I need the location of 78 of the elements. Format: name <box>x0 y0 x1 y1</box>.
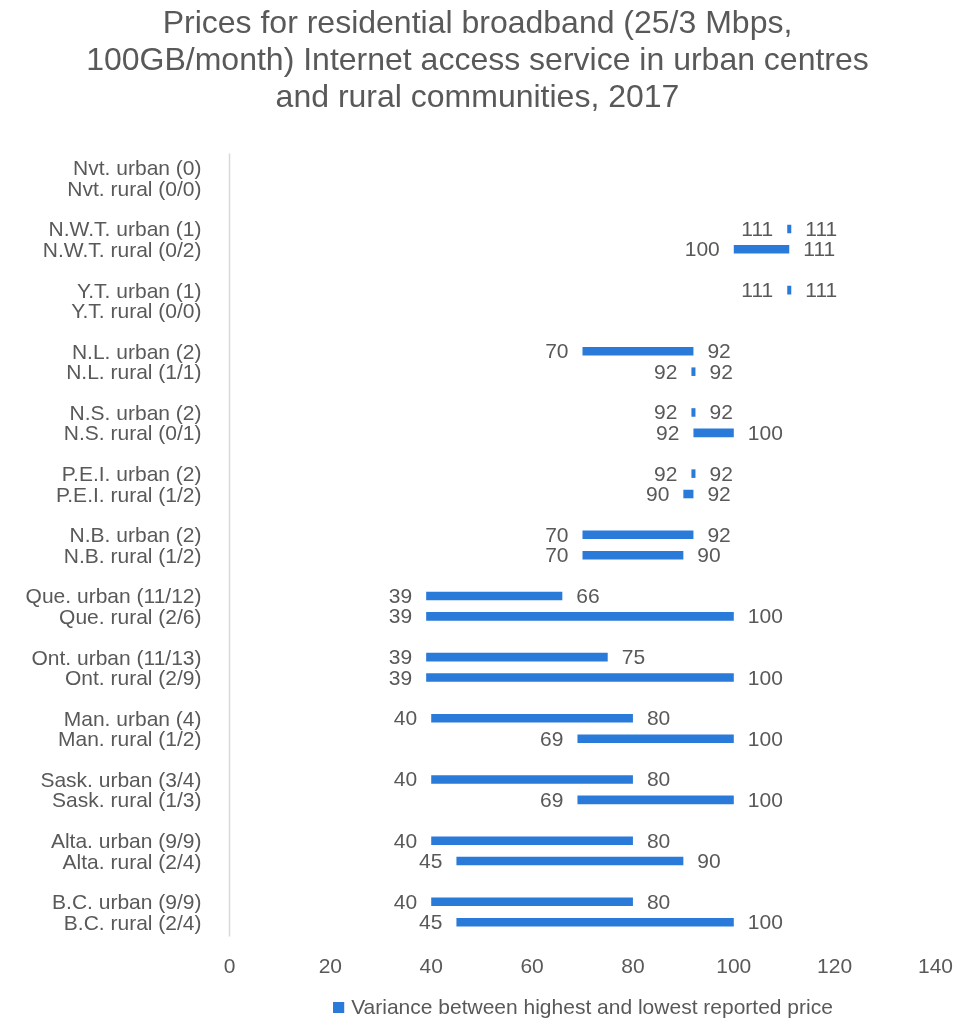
bar <box>693 428 734 438</box>
annotation: 90 <box>697 849 721 873</box>
bar <box>691 408 696 417</box>
bar <box>683 489 694 499</box>
annotation: 92 <box>654 359 678 383</box>
bar <box>733 245 790 254</box>
annotation: 100 <box>747 787 783 811</box>
annotation: 39 <box>388 583 413 607</box>
bar <box>691 469 696 478</box>
annotation: 40 <box>393 828 418 852</box>
legend-label: Variance between highest and lowest reported price <box>351 995 833 1019</box>
annotation: 90 <box>646 482 670 506</box>
bar <box>577 795 734 805</box>
annotation: 66 <box>576 583 600 607</box>
annotation: 92 <box>707 522 731 546</box>
bar <box>582 550 684 560</box>
annotation: 69 <box>540 726 564 750</box>
y-tick-label: Que. urban (11/12) <box>25 584 202 608</box>
annotation: 70 <box>545 522 569 546</box>
annotation: 45 <box>419 910 443 934</box>
annotation: 111 <box>741 216 774 240</box>
x-tick-label: 120 <box>817 953 853 977</box>
x-tick-label: 60 <box>520 953 544 977</box>
bar <box>787 285 792 295</box>
bar <box>431 714 633 723</box>
x-tick-label: 20 <box>318 953 343 977</box>
bar <box>456 856 684 866</box>
annotation: 111 <box>741 278 774 302</box>
annotation: 92 <box>709 461 733 485</box>
annotation: 100 <box>684 237 720 261</box>
bar <box>582 347 694 356</box>
bar <box>431 775 633 784</box>
bar <box>456 917 734 927</box>
annotation: 100 <box>747 665 783 689</box>
bar <box>426 673 734 682</box>
annotation: 75 <box>621 645 646 669</box>
bar <box>691 367 696 376</box>
annotation: 70 <box>545 339 569 363</box>
annotation: 40 <box>393 706 418 730</box>
annotation: 92 <box>709 400 733 424</box>
y-tick-label: Sask. urban (3/4) <box>40 767 202 791</box>
annotation: 92 <box>707 482 731 506</box>
annotation: 80 <box>646 767 671 791</box>
annotation: 100 <box>747 420 783 444</box>
bar <box>431 836 633 845</box>
bar <box>577 734 734 743</box>
annotation: 80 <box>646 706 671 730</box>
bar <box>582 530 694 540</box>
y-tick-label: Alta. urban (9/9) <box>50 829 202 853</box>
y-tick-label: Ont. urban (11/13) <box>31 645 202 669</box>
bar <box>426 612 734 621</box>
annotation: 111 <box>803 237 836 261</box>
annotation: 100 <box>747 726 783 750</box>
annotation: 45 <box>419 849 443 873</box>
annotation: 111 <box>805 278 838 302</box>
chart-title: Prices for residential broadband (25/3 Mbps, 100GB/month) Internet access service in urban centres and rural communities, 2017 <box>85 4 870 115</box>
annotation: 100 <box>747 910 783 934</box>
annotation: 80 <box>646 828 671 852</box>
x-tick-label: 0 <box>223 953 236 977</box>
x-tick-label: 80 <box>621 953 645 977</box>
annotation: 69 <box>540 787 564 811</box>
annotation: 90 <box>697 543 721 567</box>
bar <box>431 897 633 907</box>
bar <box>426 652 608 662</box>
annotation: 70 <box>545 543 569 567</box>
annotation: 111 <box>805 216 838 240</box>
annotation: 39 <box>388 604 413 628</box>
x-tick-label: 100 <box>716 953 752 977</box>
annotation: 80 <box>646 889 671 913</box>
x-tick-label: 140 <box>917 953 954 977</box>
bar <box>426 591 563 601</box>
y-tick-label: B.C. urban (9/9) <box>52 890 202 914</box>
x-tick-label: 40 <box>419 953 443 977</box>
annotation: 92 <box>654 461 678 485</box>
annotation: 40 <box>393 767 418 791</box>
bar <box>787 224 792 234</box>
annotation: 100 <box>747 604 783 628</box>
annotation: 40 <box>393 889 418 913</box>
